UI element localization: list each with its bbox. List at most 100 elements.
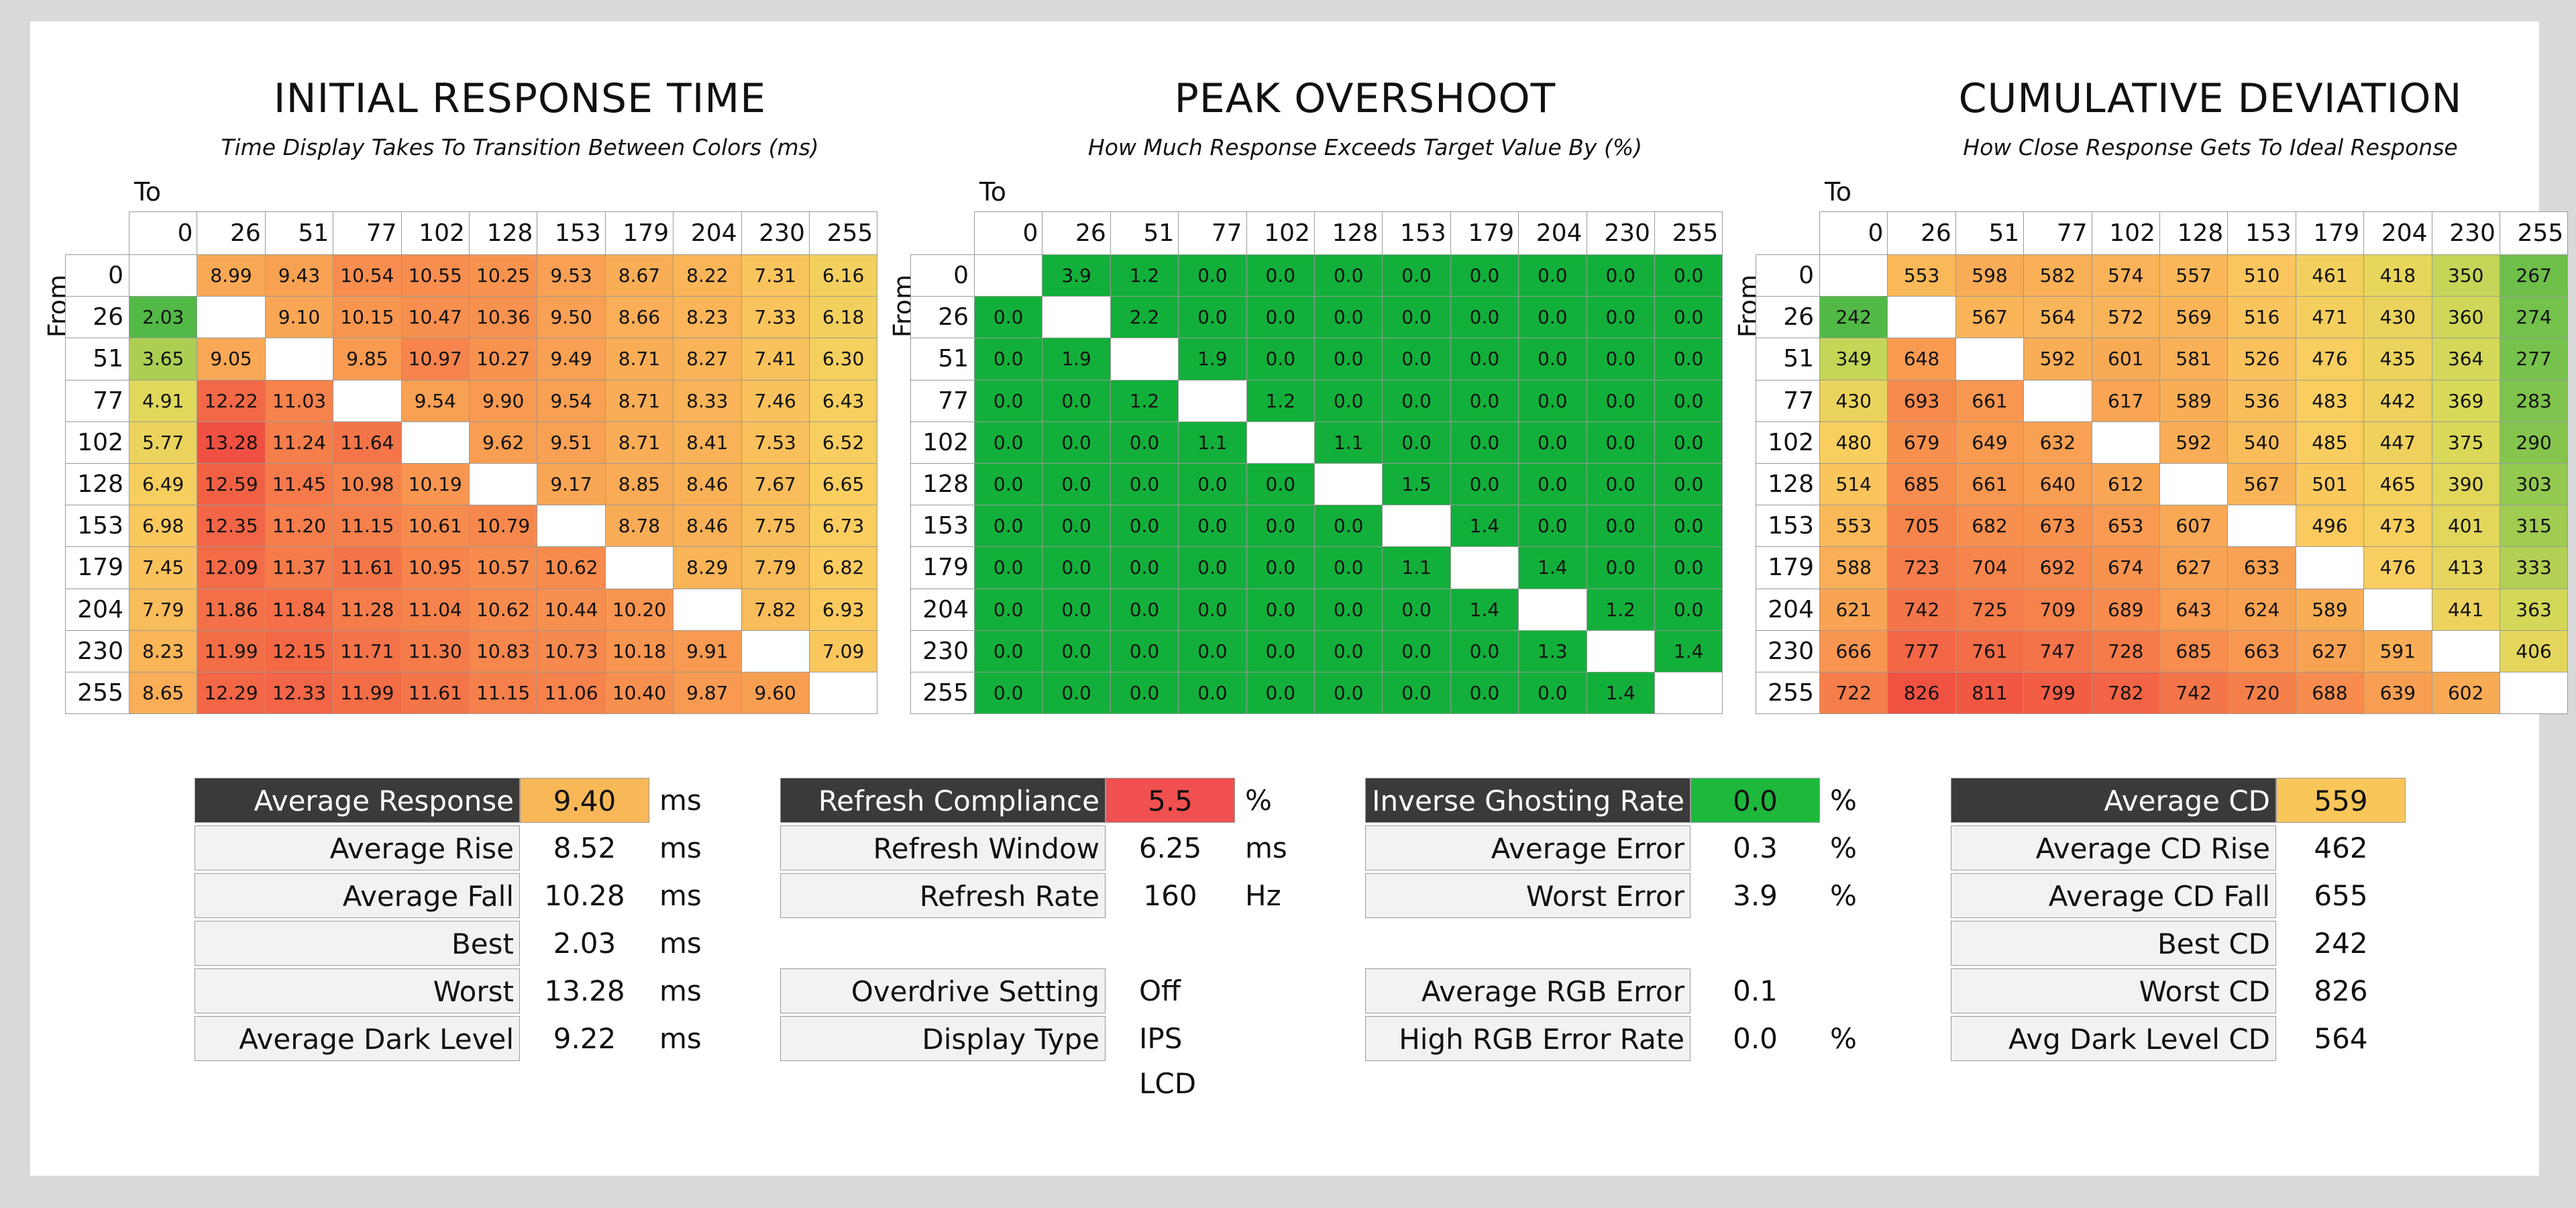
heatmap-cell: 11.06	[537, 671, 606, 715]
row-header: 230	[910, 630, 975, 672]
heatmap-cell: 601	[2091, 338, 2160, 381]
heatmap-cell: 11.28	[333, 588, 402, 631]
cd-to-label: To	[1825, 177, 1852, 207]
heatmap-cell: 5.77	[128, 421, 198, 464]
heatmap-cell: 553	[1887, 254, 1956, 297]
stat-label: Average Response	[195, 778, 520, 823]
heatmap-cell	[1382, 505, 1451, 548]
heatmap-cell: 10.62	[468, 588, 538, 631]
stat-value: Off	[1139, 974, 1181, 1007]
heatmap-cell	[1819, 254, 1888, 297]
heatmap-cell: 777	[1887, 630, 1956, 672]
row-header: 51	[65, 338, 129, 381]
heatmap-cell: 0.0	[973, 296, 1043, 339]
heatmap-cell: 315	[2499, 505, 2569, 548]
heatmap-cell: 607	[2159, 505, 2229, 548]
heatmap-cell: 447	[2363, 421, 2432, 464]
heatmap-cell: 9.50	[537, 296, 606, 339]
row-header: 0	[65, 254, 129, 297]
heatmap-cell: 10.40	[604, 671, 674, 715]
stat-unit: %	[1830, 879, 1857, 912]
cd-subtitle: How Close Response Gets To Ideal Respons…	[1963, 134, 2458, 160]
row-header: 102	[1756, 421, 1820, 464]
heatmap-cell: 0.0	[1586, 254, 1655, 297]
heatmap-cell: 728	[2091, 630, 2160, 672]
heatmap-cell: 10.95	[400, 546, 470, 589]
column-header: 153	[1382, 211, 1451, 255]
heatmap-cell: 722	[1819, 671, 1888, 715]
heatmap-cell: 0.0	[973, 379, 1043, 422]
stat-label: Best	[195, 921, 520, 966]
heatmap-cell: 11.20	[264, 505, 334, 548]
overshoot-title: PEAK OVERSHOOT	[1174, 75, 1556, 122]
heatmap-cell: 8.66	[604, 296, 674, 339]
heatmap-cell: 0.0	[1518, 254, 1587, 297]
heatmap-cell: 567	[1955, 296, 2025, 339]
heatmap-cell: 0.0	[1654, 254, 1723, 297]
heatmap-cell	[1313, 462, 1383, 506]
heatmap-cell: 569	[2159, 296, 2229, 339]
heatmap-cell: 516	[2227, 296, 2296, 339]
stat-label: Refresh Window	[780, 825, 1106, 870]
stat-value: 8.52	[553, 832, 616, 864]
heatmap-cell	[1887, 296, 1956, 339]
heatmap-cell: 0.0	[1313, 379, 1383, 422]
heatmap-cell: 1.3	[1518, 630, 1587, 672]
heatmap-cell: 0.0	[1313, 546, 1383, 589]
column-header: 179	[1450, 211, 1519, 255]
heatmap-cell: 10.18	[604, 630, 674, 672]
stat-value: 0.0	[1690, 778, 1820, 823]
heatmap-cell: 10.57	[468, 546, 538, 589]
heatmap-cell: 1.2	[1246, 379, 1315, 422]
heatmap-cell	[1586, 630, 1655, 672]
column-header: 0	[1819, 211, 1888, 255]
stat-unit: ms	[659, 974, 702, 1007]
heatmap-cell: 674	[2091, 546, 2160, 589]
heatmap-cell: 7.45	[128, 546, 198, 589]
heatmap-cell: 0.0	[1042, 671, 1111, 715]
heatmap-cell: 688	[2295, 671, 2365, 715]
stat-label: High RGB Error Rate	[1365, 1016, 1690, 1061]
heatmap-cell: 692	[2023, 546, 2092, 589]
heatmap-cell: 9.51	[537, 421, 606, 464]
heatmap-cell: 6.30	[808, 338, 878, 381]
row-header: 128	[910, 462, 975, 506]
heatmap-cell: 682	[1955, 505, 2025, 548]
row-header: 153	[910, 505, 975, 548]
heatmap-cell: 10.25	[468, 254, 538, 297]
stat-value: IPS LCD	[1139, 1022, 1197, 1100]
heatmap-cell: 0.0	[1110, 630, 1179, 672]
column-header: 204	[1518, 211, 1587, 255]
heatmap-cell: 510	[2227, 254, 2296, 297]
heatmap-cell: 7.09	[808, 630, 878, 672]
heatmap-cell: 10.73	[537, 630, 606, 672]
heatmap-cell: 742	[2159, 671, 2229, 715]
heatmap-cell: 3.9	[1042, 254, 1111, 297]
heatmap-cell: 480	[1819, 421, 1888, 464]
heatmap-cell: 9.60	[741, 671, 810, 715]
heatmap-cell: 0.0	[1654, 505, 1723, 548]
heatmap-cell	[1654, 671, 1723, 715]
row-header: 255	[1756, 671, 1820, 715]
heatmap-cell: 709	[2023, 588, 2092, 631]
heatmap-cell: 8.71	[604, 421, 674, 464]
heatmap-cell: 0.0	[1042, 630, 1111, 672]
column-header: 77	[1178, 211, 1247, 255]
column-header: 128	[2159, 211, 2229, 255]
heatmap-cell: 0.0	[1518, 379, 1587, 422]
heatmap-cell: 761	[1955, 630, 2025, 672]
heatmap-cell: 12.29	[197, 671, 266, 715]
heatmap-cell: 564	[2023, 296, 2092, 339]
row-header: 179	[910, 546, 975, 589]
heatmap-cell: 10.79	[468, 505, 538, 548]
heatmap-cell: 0.0	[1382, 421, 1451, 464]
heatmap-cell: 0.0	[1313, 338, 1383, 381]
heatmap-cell: 643	[2159, 588, 2229, 631]
heatmap-cell: 9.90	[468, 379, 538, 422]
heatmap-cell: 277	[2499, 338, 2569, 381]
column-header: 128	[1313, 211, 1383, 255]
heatmap-cell: 10.47	[400, 296, 470, 339]
heatmap-cell: 11.24	[264, 421, 334, 464]
heatmap-cell: 6.16	[808, 254, 878, 297]
column-header: 102	[2091, 211, 2160, 255]
